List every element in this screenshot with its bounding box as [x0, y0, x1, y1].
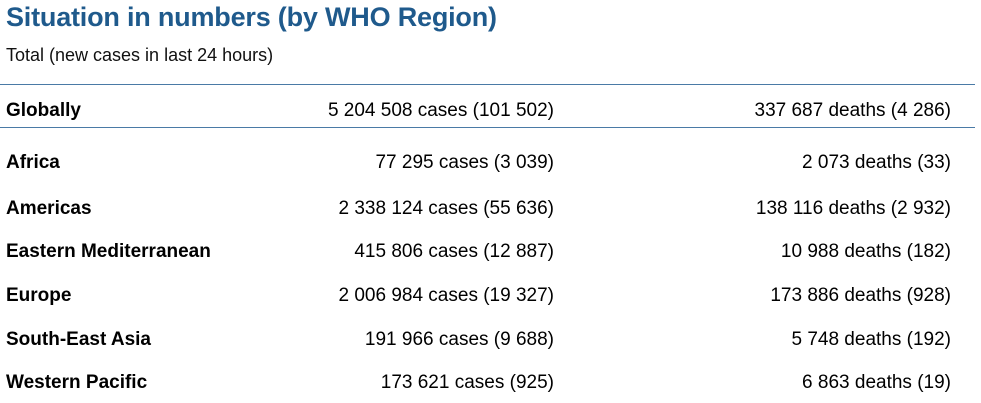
deaths-value: 173 886 deaths (928): [770, 285, 951, 306]
region-name: Globally: [6, 100, 81, 121]
cases-value: 5 204 508 cases (101 502): [327, 100, 554, 121]
table-row: Africa 77 295 cases (3 039) 2 073 deaths…: [0, 148, 975, 178]
deaths-value: 337 687 deaths (4 286): [754, 100, 952, 121]
cases-value: 2 006 984 cases (19 327): [338, 285, 555, 306]
region-name: Americas: [6, 198, 92, 219]
global-divider: [0, 127, 975, 128]
cases-value: 415 806 cases (12 887): [354, 241, 554, 262]
table-row: Western Pacific 173 621 cases (925) 6 86…: [0, 368, 975, 398]
table-row: Eastern Mediterranean 415 806 cases (12 …: [0, 237, 975, 267]
page-title: Situation in numbers (by WHO Region): [6, 2, 497, 32]
cases-value: 191 966 cases (9 688): [364, 329, 554, 350]
table-row: Americas 2 338 124 cases (55 636) 138 11…: [0, 194, 975, 224]
region-name: Eastern Mediterranean: [6, 241, 211, 262]
cases-value: 173 621 cases (925): [380, 372, 554, 393]
cases-value: 77 295 cases (3 039): [375, 152, 554, 173]
table-row: South-East Asia 191 966 cases (9 688) 5 …: [0, 325, 975, 355]
deaths-value: 5 748 deaths (192): [791, 329, 951, 350]
region-name: South-East Asia: [6, 329, 151, 350]
region-name: Africa: [6, 152, 60, 173]
deaths-value: 2 073 deaths (33): [802, 152, 951, 173]
global-row: Globally 5 204 508 cases (101 502) 337 6…: [0, 96, 975, 126]
region-name: Western Pacific: [6, 372, 148, 393]
deaths-value: 10 988 deaths (182): [780, 241, 951, 262]
deaths-value: 6 863 deaths (19): [802, 372, 951, 393]
page-subtitle: Total (new cases in last 24 hours): [6, 45, 274, 65]
deaths-value: 138 116 deaths (2 932): [755, 198, 951, 219]
table-row: Europe 2 006 984 cases (19 327) 173 886 …: [0, 281, 975, 311]
cases-value: 2 338 124 cases (55 636): [338, 198, 555, 219]
region-name: Europe: [6, 285, 72, 306]
top-divider: [0, 84, 975, 85]
